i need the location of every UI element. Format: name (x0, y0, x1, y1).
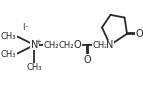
Text: +: + (35, 39, 41, 45)
Text: CH₂: CH₂ (44, 40, 59, 50)
Text: O: O (136, 29, 143, 39)
Text: CH₃: CH₃ (1, 31, 16, 40)
Text: CH₃: CH₃ (1, 50, 16, 59)
Text: CH₂: CH₂ (92, 40, 108, 50)
Text: O: O (74, 40, 81, 50)
Text: CH₂: CH₂ (59, 40, 74, 50)
Text: O: O (84, 55, 91, 65)
Text: I⁻: I⁻ (22, 22, 29, 32)
Text: N: N (31, 40, 38, 50)
Text: N: N (106, 40, 114, 50)
Text: CH₃: CH₃ (27, 63, 42, 72)
